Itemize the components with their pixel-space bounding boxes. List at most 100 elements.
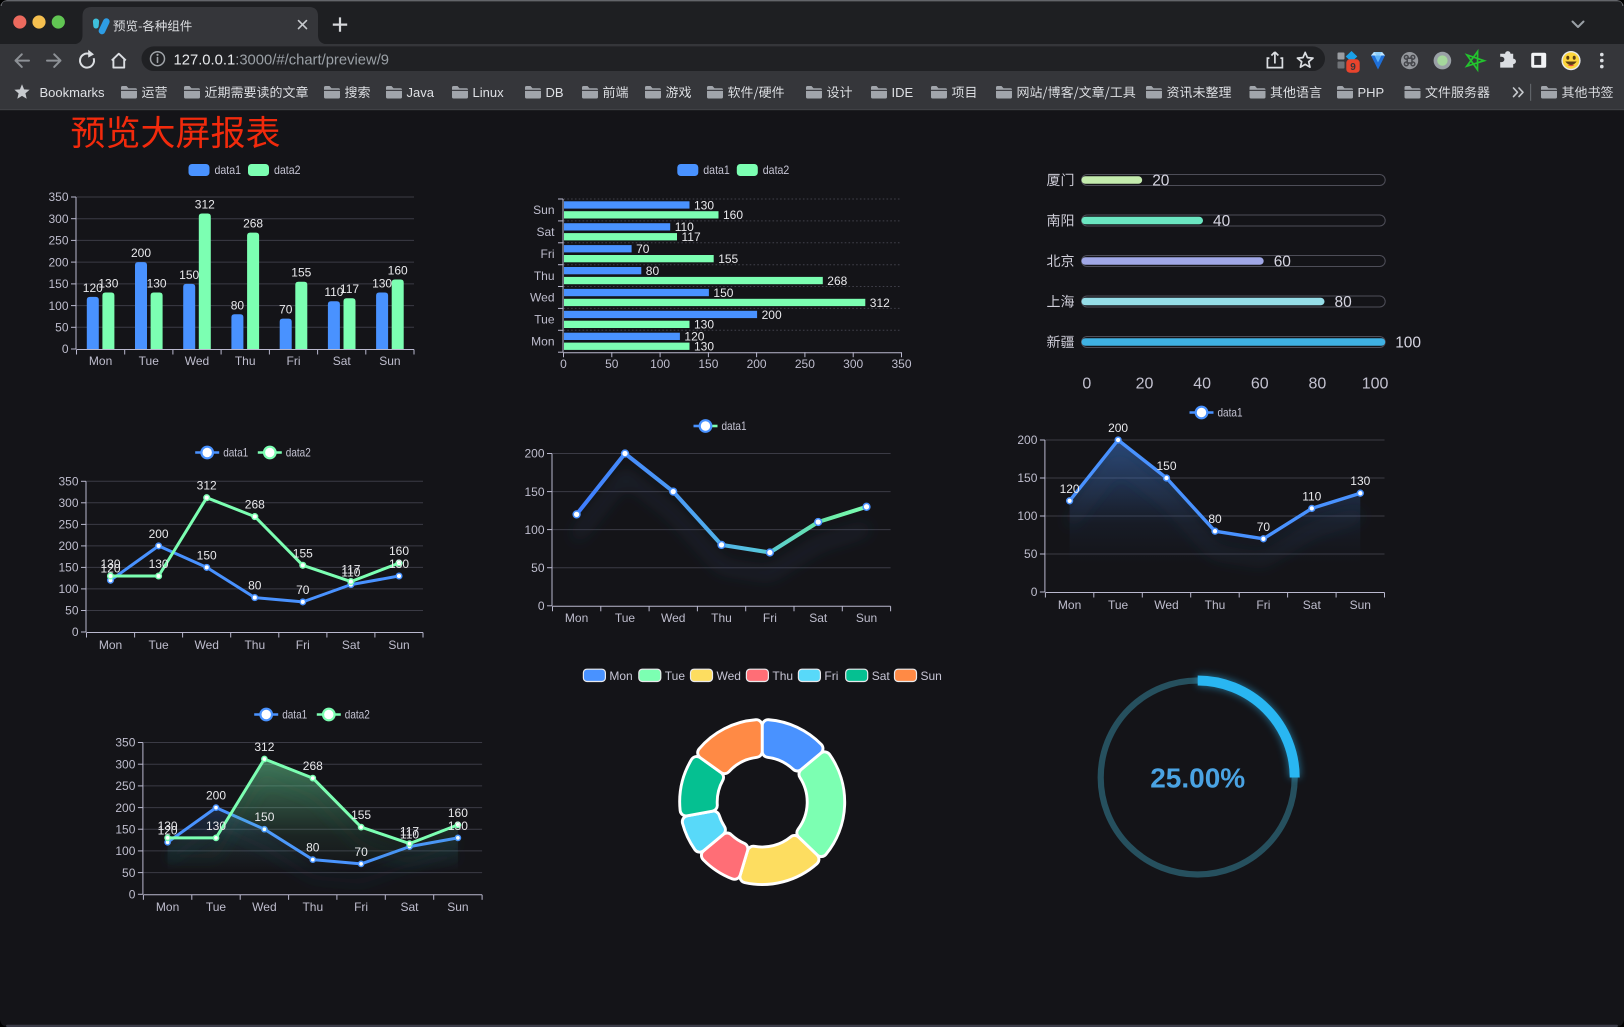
- svg-text:Wed: Wed: [530, 291, 554, 305]
- svg-text:0: 0: [1082, 376, 1091, 393]
- svg-text:117: 117: [340, 282, 359, 296]
- svg-text:312: 312: [195, 198, 215, 212]
- svg-text:80: 80: [646, 264, 660, 278]
- svg-text:150: 150: [713, 286, 733, 300]
- svg-text:160: 160: [389, 544, 409, 558]
- svg-text:250: 250: [58, 518, 78, 532]
- svg-text:200: 200: [524, 447, 544, 461]
- svg-text:50: 50: [1024, 547, 1038, 561]
- svg-text:20: 20: [1136, 376, 1154, 393]
- svg-text:312: 312: [870, 296, 890, 310]
- svg-text:20: 20: [1152, 172, 1170, 189]
- svg-text:Fri: Fri: [287, 354, 301, 368]
- svg-text:Sat: Sat: [333, 354, 352, 368]
- svg-text:Mon: Mon: [609, 669, 632, 683]
- svg-text:160: 160: [723, 208, 743, 222]
- svg-text:200: 200: [762, 308, 782, 322]
- svg-text:0: 0: [560, 357, 567, 371]
- svg-text:Tue: Tue: [665, 669, 686, 683]
- svg-text:Sun: Sun: [388, 638, 409, 652]
- svg-text:data1: data1: [282, 708, 307, 722]
- svg-text:312: 312: [197, 479, 217, 493]
- svg-text:40: 40: [1213, 213, 1231, 230]
- svg-text:40: 40: [1193, 376, 1211, 393]
- svg-text:200: 200: [58, 539, 78, 553]
- svg-text:130: 130: [158, 819, 178, 833]
- svg-text:Wed: Wed: [252, 900, 276, 914]
- svg-text:117: 117: [682, 230, 701, 244]
- svg-text:Sun: Sun: [856, 611, 877, 625]
- svg-text:data2: data2: [763, 163, 790, 177]
- svg-text:50: 50: [65, 604, 79, 618]
- svg-text:DB: DB: [546, 85, 564, 100]
- svg-text:150: 150: [698, 357, 718, 371]
- svg-text:Wed: Wed: [661, 611, 685, 625]
- svg-text:Sun: Sun: [447, 900, 468, 914]
- svg-text:100: 100: [58, 582, 78, 596]
- svg-text:268: 268: [303, 759, 323, 773]
- svg-text:130: 130: [389, 557, 409, 571]
- svg-text:70: 70: [354, 845, 368, 859]
- svg-text:Sun: Sun: [1350, 598, 1371, 612]
- svg-text:120: 120: [1060, 482, 1080, 496]
- svg-text:110: 110: [341, 566, 360, 580]
- svg-text:200: 200: [747, 357, 767, 371]
- svg-text:Sat: Sat: [809, 611, 828, 625]
- svg-text:Thu: Thu: [235, 354, 256, 368]
- svg-text:110: 110: [675, 220, 694, 234]
- svg-text:Linux: Linux: [473, 85, 505, 100]
- svg-text:data2: data2: [286, 446, 311, 460]
- svg-text:100: 100: [1362, 376, 1389, 393]
- svg-text:60: 60: [1274, 253, 1292, 270]
- svg-text:Wed: Wed: [717, 669, 741, 683]
- svg-text:Sat: Sat: [872, 669, 891, 683]
- svg-text:9: 9: [1350, 62, 1356, 73]
- svg-text:Mon: Mon: [531, 335, 554, 349]
- svg-text:Tue: Tue: [206, 900, 227, 914]
- svg-text:0: 0: [72, 625, 79, 639]
- svg-text:200: 200: [1017, 433, 1037, 447]
- svg-text:268: 268: [245, 498, 265, 512]
- svg-text:Mon: Mon: [156, 900, 179, 914]
- svg-text:150: 150: [48, 277, 68, 291]
- svg-text:Wed: Wed: [185, 354, 209, 368]
- svg-text:300: 300: [58, 496, 78, 510]
- svg-text:120: 120: [158, 823, 178, 837]
- svg-text:120: 120: [83, 281, 103, 295]
- svg-text:Thu: Thu: [772, 669, 793, 683]
- svg-text:130: 130: [694, 340, 714, 354]
- svg-text:130: 130: [694, 318, 714, 332]
- svg-text:117: 117: [341, 563, 360, 577]
- svg-text:80: 80: [231, 298, 245, 312]
- svg-text:80: 80: [306, 841, 320, 855]
- svg-text:300: 300: [843, 357, 863, 371]
- svg-text:300: 300: [115, 757, 135, 771]
- svg-text:155: 155: [351, 808, 371, 822]
- svg-text:70: 70: [636, 242, 650, 256]
- svg-text:50: 50: [605, 357, 619, 371]
- svg-text:100: 100: [1395, 334, 1421, 351]
- svg-text:Java: Java: [407, 85, 435, 100]
- svg-text:130: 130: [372, 277, 392, 291]
- svg-text:Fri: Fri: [541, 247, 555, 261]
- svg-text:200: 200: [48, 255, 68, 269]
- svg-text:150: 150: [115, 822, 135, 836]
- svg-text:130: 130: [448, 819, 468, 833]
- svg-text:150: 150: [1156, 459, 1176, 473]
- svg-text:130: 130: [147, 277, 167, 291]
- svg-text:data1: data1: [215, 163, 242, 177]
- svg-text:Thu: Thu: [534, 269, 555, 283]
- svg-text:0: 0: [129, 888, 136, 902]
- svg-text:data2: data2: [345, 708, 370, 722]
- svg-text:100: 100: [115, 844, 135, 858]
- svg-text:Sat: Sat: [400, 900, 419, 914]
- svg-text:80: 80: [1208, 512, 1222, 526]
- svg-text:Wed: Wed: [1154, 598, 1178, 612]
- svg-text:150: 150: [179, 268, 199, 282]
- svg-text:data1: data1: [223, 446, 248, 460]
- svg-text:130: 130: [98, 277, 118, 291]
- svg-text:Sat: Sat: [1303, 598, 1322, 612]
- svg-text:0: 0: [538, 599, 545, 613]
- svg-text:130: 130: [100, 557, 120, 571]
- svg-text:100: 100: [650, 357, 670, 371]
